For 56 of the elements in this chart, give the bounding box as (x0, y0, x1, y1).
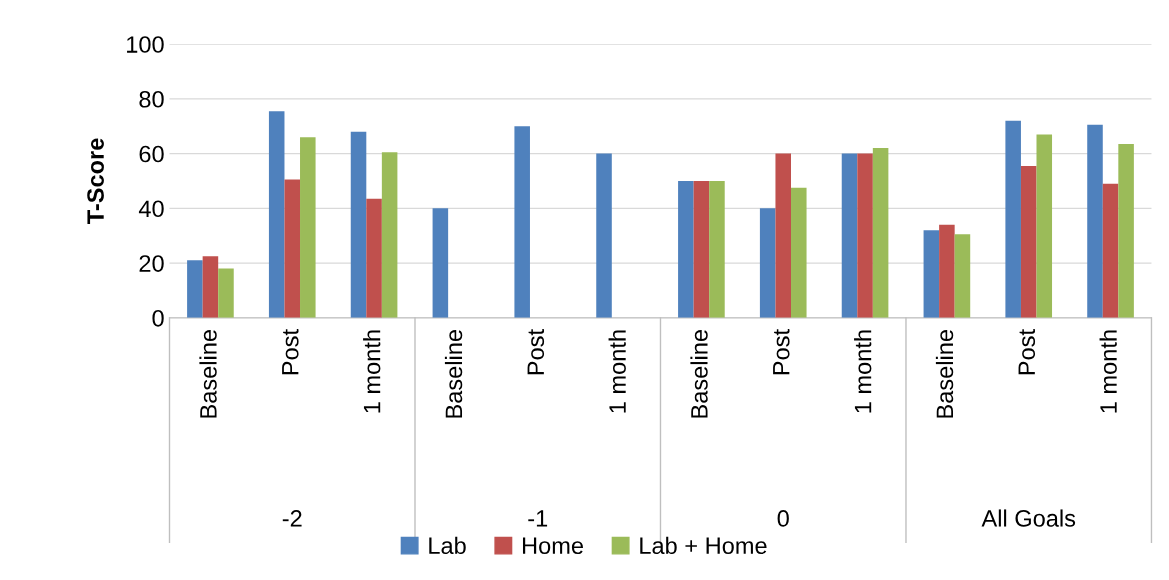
x-tick-label: Post (527, 329, 545, 375)
bar (709, 180, 725, 318)
bar (1036, 134, 1053, 318)
bar (381, 152, 398, 318)
bar (954, 234, 971, 318)
x-tick-label: Post (1018, 329, 1036, 375)
bar (1102, 183, 1119, 318)
text: 0 (777, 510, 789, 527)
x-tick-label: 1 month (854, 330, 872, 413)
bar (841, 153, 858, 318)
text: -2 (282, 510, 302, 527)
bar (366, 198, 382, 318)
legend-label: Lab (429, 536, 466, 555)
bar (268, 111, 285, 318)
y-tick-label: 0 (152, 309, 164, 327)
bar (432, 208, 449, 318)
bar (1020, 165, 1037, 318)
bar (1087, 124, 1103, 318)
bar (759, 208, 776, 318)
bar (775, 153, 791, 318)
x-tick-label: Baseline (199, 330, 217, 418)
bar (678, 180, 694, 318)
bar (872, 148, 889, 318)
bar (857, 153, 873, 318)
y-tick-label: 100 (127, 36, 164, 53)
y-tick-label: 20 (139, 255, 164, 272)
bar (1005, 120, 1021, 318)
y-axis-title: T-Score (87, 138, 104, 224)
text: All Goals (981, 509, 1076, 527)
bar (1118, 144, 1134, 318)
legend-label: Lab + Home (640, 536, 767, 555)
text: -1 (528, 510, 548, 527)
x-tick-label: Baseline (935, 330, 954, 418)
y-tick-label: 60 (139, 145, 164, 163)
bar (300, 137, 316, 318)
x-tick-label: Post (282, 329, 299, 375)
bar (791, 187, 807, 318)
y-tick-label: 40 (138, 200, 164, 218)
bar (284, 179, 301, 318)
legend-label: Home (522, 537, 583, 555)
x-tick-label: Post (773, 329, 790, 375)
x-tick-label: Baseline (444, 330, 463, 418)
bar (514, 126, 530, 318)
bar (693, 180, 710, 318)
x-tick-label: 1 month (608, 330, 626, 413)
x-tick-label: 1 month (1099, 330, 1117, 413)
bar (350, 131, 367, 318)
bar (202, 256, 219, 318)
y-tick-label: 80 (139, 90, 164, 108)
bar (187, 260, 203, 318)
bar (218, 268, 234, 318)
x-tick-label: 1 month (363, 330, 381, 413)
bar (939, 224, 955, 318)
x-tick-label: Baseline (690, 330, 708, 418)
bar (596, 153, 612, 318)
bar (923, 230, 940, 318)
